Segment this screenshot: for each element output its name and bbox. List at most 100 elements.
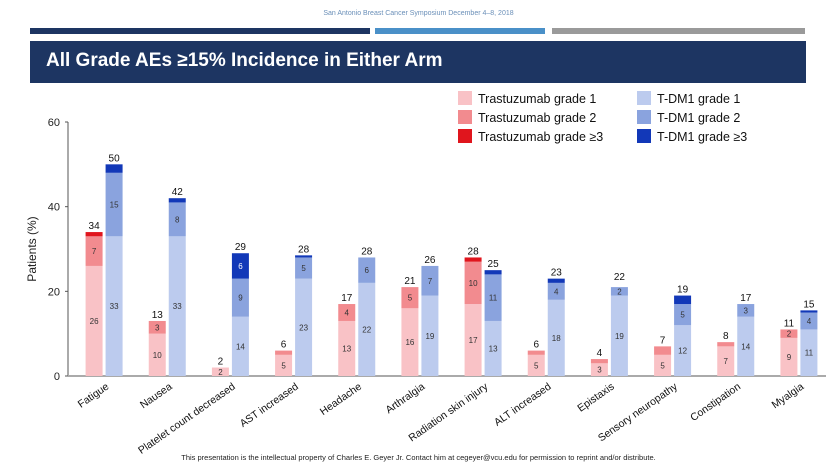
legend-swatch [637, 110, 651, 124]
trastuzumab-total-label: 2 [218, 357, 224, 368]
tdm1-g2-bar [231, 278, 249, 317]
trastuzumab-g2-bar [654, 346, 672, 355]
trastuzumab-g2-label: 5 [408, 294, 413, 303]
trastuzumab-g1-bar [590, 363, 608, 376]
trastuzumab-total-label: 21 [404, 276, 416, 287]
category-label: Fatigue [76, 381, 112, 411]
tdm1-g1-label: 33 [173, 302, 182, 311]
trastuzumab-total-label: 6 [533, 340, 539, 351]
trastuzumab-g1-label: 5 [534, 361, 539, 370]
tdm1-g1-bar [168, 236, 186, 376]
trastuzumab-g1-label: 17 [469, 336, 478, 345]
legend-label: T-DM1 grade 2 [657, 111, 740, 125]
tdm1-g1-label: 11 [805, 349, 814, 358]
trastuzumab-g1-bar [780, 337, 798, 376]
y-tick-label: 0 [54, 371, 60, 383]
legend-swatch [458, 129, 472, 143]
category-label: Myalgia [770, 381, 807, 412]
tdm1-total-label: 28 [298, 244, 310, 255]
tdm1-g1-label: 14 [741, 342, 750, 351]
tdm1-total-label: 26 [424, 255, 436, 266]
trastuzumab-g1-label: 26 [90, 317, 99, 326]
trastuzumab-g1-label: 13 [342, 344, 351, 353]
tdm1-g3-bar [231, 253, 249, 279]
tdm1-g2-label: 4 [554, 287, 559, 296]
trastuzumab-total-label: 17 [341, 293, 353, 304]
tdm1-g2-label: 4 [807, 317, 812, 326]
divider-gray [552, 28, 805, 34]
tdm1-g1-bar [737, 316, 755, 376]
tdm1-g2-bar [105, 172, 123, 237]
trastuzumab-g1-label: 3 [597, 366, 602, 375]
trastuzumab-g1-bar [338, 320, 356, 376]
tdm1-g2-bar [168, 202, 186, 237]
tdm1-g1-bar [610, 295, 628, 376]
tdm1-g2-label: 6 [365, 266, 370, 275]
legend-swatch [458, 110, 472, 124]
legend-swatch [637, 129, 651, 143]
tdm1-g1-bar [358, 282, 376, 376]
trastuzumab-g2-bar [338, 304, 356, 321]
trastuzumab-g1-label: 9 [787, 353, 792, 362]
category-label: Nausea [138, 381, 175, 412]
category-label: Epistaxis [575, 381, 616, 415]
trastuzumab-total-label: 7 [660, 335, 666, 346]
tdm1-g2-label: 5 [301, 264, 306, 273]
trastuzumab-g1-label: 5 [281, 361, 286, 370]
trastuzumab-g1-label: 7 [724, 357, 729, 366]
tdm1-g3-bar [484, 270, 502, 275]
tdm1-total-label: 50 [109, 153, 121, 164]
trastuzumab-g1-bar [654, 354, 672, 376]
trastuzumab-g1-label: 10 [153, 351, 162, 360]
trastuzumab-g2-bar [85, 236, 103, 266]
tdm1-g1-bar [800, 329, 818, 376]
tdm1-g3-bar [674, 295, 692, 305]
trastuzumab-g2-bar [148, 320, 166, 334]
category-label: Constipation [688, 381, 743, 424]
tdm1-total-label: 15 [803, 299, 815, 310]
tdm1-total-label: 28 [361, 246, 373, 257]
trastuzumab-g2-label: 7 [92, 247, 97, 256]
legend-label: T-DM1 grade 1 [657, 92, 740, 106]
tdm1-g1-label: 12 [678, 347, 687, 356]
tdm1-g2-label: 3 [744, 306, 749, 315]
trastuzumab-g1-bar [717, 346, 735, 376]
tdm1-total-label: 23 [551, 268, 563, 279]
tdm1-g1-label: 33 [110, 302, 119, 311]
tdm1-total-label: 19 [677, 285, 689, 296]
tdm1-g2-label: 9 [238, 294, 243, 303]
divider-blue [375, 28, 545, 34]
trastuzumab-g1-bar [464, 304, 482, 376]
slide-title: All Grade AEs ≥15% Incidence in Either A… [46, 50, 443, 71]
trastuzumab-total-label: 34 [89, 221, 101, 232]
trastuzumab-total-label: 4 [597, 348, 603, 359]
tdm1-g3-label: 6 [238, 262, 243, 271]
tdm1-g2-bar [737, 304, 755, 317]
trastuzumab-g1-bar [275, 354, 293, 376]
tdm1-g1-bar [484, 320, 502, 376]
trastuzumab-g2-label: 10 [469, 279, 478, 288]
trastuzumab-g2-bar [527, 350, 545, 355]
y-tick-label: 40 [48, 202, 60, 214]
trastuzumab-g2-bar [590, 359, 608, 364]
trastuzumab-total-label: 11 [784, 318, 795, 329]
trastuzumab-g1-label: 16 [405, 338, 414, 347]
trastuzumab-g1-label: 5 [660, 361, 665, 370]
tdm1-total-label: 29 [235, 242, 247, 253]
tdm1-total-label: 25 [488, 259, 500, 270]
y-tick-label: 20 [48, 286, 60, 298]
trastuzumab-g1-bar [148, 333, 166, 376]
tdm1-total-label: 22 [614, 272, 626, 283]
tdm1-g1-bar [231, 316, 249, 376]
tdm1-g2-bar [421, 265, 439, 296]
category-label: Headache [318, 381, 364, 418]
trastuzumab-total-label: 6 [281, 340, 287, 351]
trastuzumab-g1-bar [401, 308, 419, 376]
tdm1-g2-bar [674, 304, 692, 326]
tdm1-g3-bar [295, 255, 313, 258]
conference-name: San Antonio Breast Cancer Symposium Dece… [323, 10, 514, 17]
tdm1-g3-bar [105, 164, 123, 173]
tdm1-g1-bar [674, 325, 692, 376]
tdm1-g1-label: 18 [552, 334, 561, 343]
